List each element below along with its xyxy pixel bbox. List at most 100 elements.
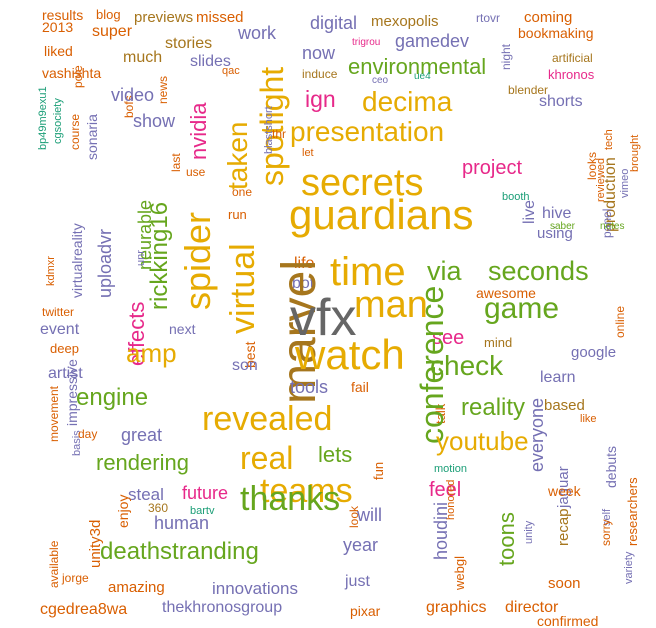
word-uploadvr: uploadvr — [95, 228, 115, 298]
word-movement: movement — [47, 385, 61, 442]
word-much: much — [123, 49, 163, 66]
word-vfx: vfx — [290, 289, 357, 347]
word-real: real — [240, 440, 294, 476]
word-previews: previews — [134, 9, 194, 26]
word-everyone: everyone — [527, 397, 547, 472]
word-digital: digital — [310, 13, 358, 33]
word-event: event — [40, 321, 80, 338]
word-show: show — [133, 111, 176, 131]
word-awesome: awesome — [476, 285, 536, 301]
word-mind: mind — [484, 335, 513, 350]
word-life: life — [294, 255, 315, 272]
word-google: google — [571, 344, 617, 361]
word-use: use — [186, 165, 206, 179]
word-bp49m9exu1: bp49m9exu1 — [37, 86, 49, 150]
word-results: results — [42, 7, 84, 23]
word-teams: teams — [260, 472, 353, 510]
word-son: son — [232, 357, 258, 374]
word-next: next — [169, 321, 196, 337]
word-video: video — [111, 85, 155, 105]
word-webgl: webgl — [452, 556, 467, 590]
word-year: year — [343, 535, 379, 555]
word-game: game — [484, 292, 560, 325]
word-researchers: researchers — [625, 477, 640, 546]
word-unr: unr — [135, 250, 147, 266]
word-missed: missed — [196, 9, 244, 26]
word-tools: tools — [290, 377, 329, 397]
word-rendering: rendering — [96, 450, 189, 475]
word-ign: ign — [305, 86, 336, 112]
word-slides: slides — [190, 53, 231, 70]
word-guardians: guardians — [289, 191, 474, 238]
word-available: available — [47, 540, 61, 588]
word-youtube: youtube — [436, 426, 529, 456]
word-environmental: environmental — [348, 54, 487, 79]
word-pixar: pixar — [350, 603, 381, 619]
word-engine: engine — [76, 384, 149, 411]
word-last: last — [169, 153, 183, 172]
word-kdmxr: kdmxr — [45, 256, 57, 286]
word-saber: saber — [550, 221, 576, 232]
word-like: like — [580, 413, 597, 425]
word-look: look — [347, 505, 361, 528]
word-man: man — [354, 284, 428, 326]
word-reality: reality — [461, 394, 526, 421]
word-ceo: ceo — [372, 75, 389, 86]
word-week: week — [548, 483, 581, 499]
word-via: via — [427, 256, 462, 286]
word-qac: qac — [222, 65, 240, 77]
word-work: work — [238, 23, 277, 43]
word-pole: pole — [71, 65, 85, 88]
word-coming: coming — [524, 9, 573, 26]
word-tech: tech — [603, 129, 615, 150]
word-nvidia: nvidia — [186, 102, 211, 160]
word-taken: taken — [222, 121, 253, 191]
word-rtovr: rtovr — [476, 11, 500, 25]
word-feel: feel — [429, 479, 462, 501]
word-using: using — [537, 225, 573, 242]
word-news: news — [156, 75, 170, 104]
word-innovations: innovations — [212, 579, 299, 598]
word-confirmed: confirmed — [537, 613, 599, 628]
word-blender: blender — [508, 83, 549, 97]
word-day: day — [78, 427, 98, 441]
word-amazing: amazing — [108, 579, 165, 596]
word-liked: liked — [44, 43, 73, 59]
word-revealed: revealed — [202, 400, 333, 438]
word-2013: 2013 — [42, 19, 74, 35]
word-fun: fun — [371, 461, 386, 480]
word-presentation: presentation — [290, 116, 445, 147]
word-unity: unity — [523, 520, 535, 544]
word-trigrou: trigrou — [352, 37, 381, 48]
word-ue4: ue4 — [414, 71, 431, 82]
word-motion: motion — [434, 463, 468, 475]
word-decima: decima — [362, 86, 453, 117]
word-super: super — [92, 23, 133, 40]
word-future: future — [182, 483, 229, 503]
word-now: now — [302, 43, 336, 63]
word-run: run — [228, 207, 247, 222]
word-based: based — [544, 397, 585, 414]
word-great: great — [121, 425, 163, 445]
word-blog: blog — [96, 7, 121, 22]
word-artist: artist — [48, 365, 83, 382]
word-360: 360 — [148, 501, 169, 515]
word-cgsociety: cgsociety — [52, 98, 64, 144]
word-spider: spider — [177, 211, 218, 310]
word-thanks: thanks — [240, 480, 341, 518]
word-graphics: graphics — [426, 599, 487, 616]
word-shorts: shorts — [539, 93, 583, 110]
word-time: time — [330, 250, 406, 294]
word-variety: variety — [623, 551, 635, 584]
word-toons: toons — [494, 512, 519, 566]
word-bartv: bartv — [190, 505, 215, 517]
word-gamedev: gamedev — [395, 31, 470, 51]
word-brought: brought — [629, 134, 641, 172]
word-sorry: sorry — [599, 519, 613, 546]
word-cgedrea8wa: cgedrea8wa — [40, 601, 128, 618]
word-booth: booth — [502, 191, 530, 203]
word-twitter: twitter — [42, 305, 75, 319]
word-sonaria: sonaria — [84, 114, 100, 160]
word-seconds: seconds — [488, 256, 589, 286]
word-learn: learn — [540, 369, 576, 386]
